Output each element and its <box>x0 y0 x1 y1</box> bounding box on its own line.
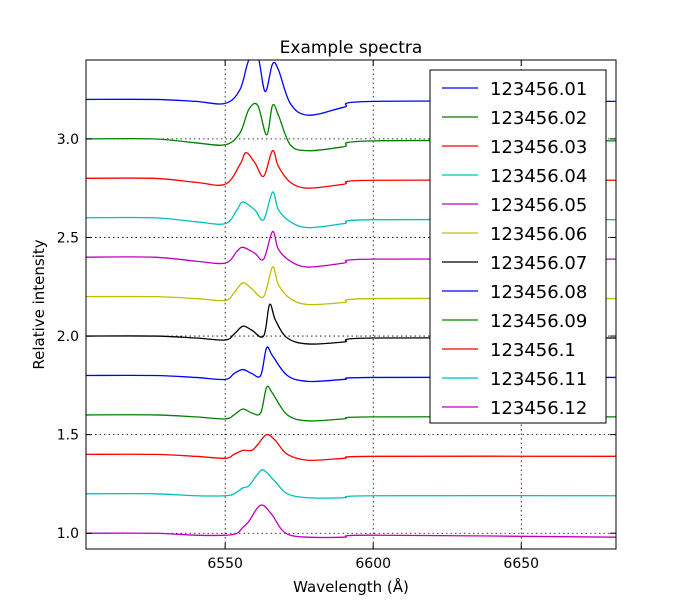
series-line-123456.02 <box>86 102 616 152</box>
legend-label: 123456.1 <box>490 340 576 361</box>
x-tick-label: 6650 <box>503 556 539 572</box>
series-group <box>86 60 616 539</box>
y-tick-label: 2.5 <box>57 230 79 246</box>
legend-label: 123456.11 <box>490 369 587 390</box>
series-line-123456.01 <box>86 60 616 116</box>
legend-label: 123456.07 <box>490 253 587 274</box>
series-line-123456.09 <box>86 385 616 422</box>
series-line-123456.08 <box>86 346 616 383</box>
series-line-123456.06 <box>86 266 616 306</box>
y-tick-label: 2.0 <box>57 329 79 345</box>
chart-title: Example spectra <box>280 38 423 58</box>
series-line-123456.03 <box>86 150 616 189</box>
y-axis-label: Relative intensity <box>30 239 48 369</box>
y-tick-label: 1.0 <box>57 526 79 542</box>
y-tick-label: 3.0 <box>57 132 79 148</box>
x-tick-label: 6600 <box>355 556 391 572</box>
legend-box <box>429 69 607 424</box>
legend-label: 123456.04 <box>490 166 587 187</box>
x-tick-label: 6550 <box>207 556 243 572</box>
plot-frame <box>85 59 617 550</box>
series-line-123456.07 <box>86 303 616 345</box>
series-line-123456.04 <box>86 191 616 229</box>
legend-label: 123456.12 <box>490 398 587 419</box>
series-line-123456.05 <box>86 230 616 268</box>
legend-label: 123456.01 <box>490 79 587 100</box>
legend-label: 123456.09 <box>490 311 587 332</box>
series-line-123456.11 <box>86 469 616 499</box>
legend-label: 123456.06 <box>490 224 587 245</box>
y-tick-label: 1.5 <box>57 428 79 444</box>
legend-label: 123456.08 <box>490 282 587 303</box>
series-line-123456.12 <box>86 504 616 539</box>
legend-label: 123456.03 <box>490 137 587 158</box>
x-axis-label: Wavelength (Å) <box>293 577 409 596</box>
series-line-123456.1 <box>86 433 616 462</box>
legend-label: 123456.05 <box>490 195 587 216</box>
legend-label: 123456.02 <box>490 108 587 129</box>
legend: 123456.01 123456.02 123456.03 123456.04 1234… <box>429 69 607 424</box>
